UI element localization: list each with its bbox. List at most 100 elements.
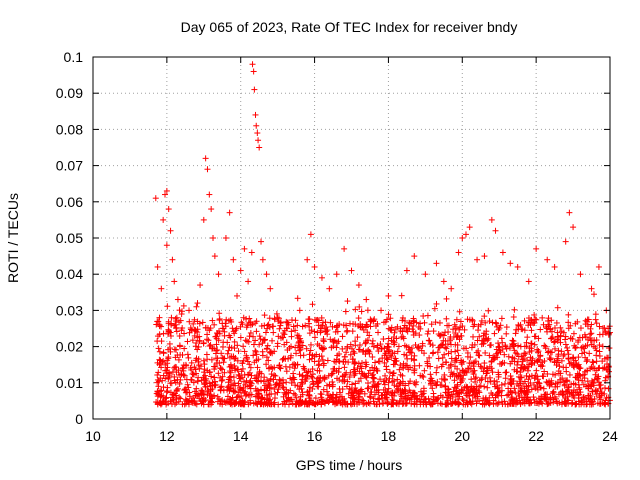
data-point bbox=[229, 325, 236, 332]
data-point bbox=[248, 249, 255, 256]
data-point bbox=[460, 397, 467, 404]
data-point bbox=[523, 343, 530, 350]
data-point bbox=[171, 373, 178, 380]
data-point bbox=[536, 380, 543, 387]
data-point bbox=[204, 367, 211, 374]
data-point bbox=[502, 342, 509, 349]
data-point bbox=[173, 388, 180, 395]
data-point bbox=[172, 354, 179, 361]
data-point bbox=[245, 278, 252, 285]
data-point bbox=[400, 400, 407, 407]
data-point bbox=[375, 358, 382, 365]
data-point bbox=[584, 316, 591, 323]
data-point bbox=[243, 391, 250, 398]
data-point bbox=[566, 371, 573, 378]
data-point bbox=[433, 260, 440, 267]
data-point bbox=[523, 372, 530, 379]
data-point bbox=[528, 345, 535, 352]
data-point bbox=[410, 315, 417, 322]
data-point bbox=[271, 395, 278, 402]
data-point bbox=[557, 324, 564, 331]
data-point bbox=[445, 350, 452, 357]
data-point bbox=[572, 374, 579, 381]
data-point bbox=[217, 374, 224, 381]
data-point bbox=[517, 343, 524, 350]
data-point bbox=[289, 376, 296, 383]
data-point bbox=[261, 399, 268, 406]
data-point bbox=[365, 380, 372, 387]
data-point bbox=[352, 306, 359, 313]
data-point bbox=[577, 325, 584, 332]
data-point bbox=[264, 342, 271, 349]
data-point bbox=[588, 321, 595, 328]
data-point bbox=[458, 386, 465, 393]
data-point bbox=[197, 282, 204, 289]
data-point bbox=[467, 365, 474, 372]
data-point bbox=[370, 378, 377, 385]
data-point bbox=[256, 390, 263, 397]
data-point bbox=[252, 320, 259, 327]
data-point bbox=[191, 388, 198, 395]
data-point bbox=[392, 326, 399, 333]
data-point bbox=[348, 345, 355, 352]
data-point bbox=[306, 392, 313, 399]
data-point bbox=[257, 400, 264, 407]
chart-title: Day 065 of 2023, Rate Of TEC Index for r… bbox=[181, 19, 518, 35]
data-point bbox=[508, 394, 515, 401]
data-point bbox=[324, 357, 331, 364]
data-point bbox=[176, 342, 183, 349]
data-point bbox=[481, 253, 488, 260]
data-point bbox=[492, 227, 499, 234]
data-point bbox=[243, 324, 250, 331]
data-point bbox=[162, 191, 169, 198]
data-point bbox=[439, 342, 446, 349]
data-point bbox=[239, 365, 246, 372]
data-point bbox=[276, 376, 283, 383]
data-point bbox=[243, 354, 250, 361]
data-point bbox=[355, 378, 362, 385]
x-axis-label: GPS time / hours bbox=[296, 457, 403, 473]
data-point bbox=[351, 368, 358, 375]
data-point bbox=[427, 371, 434, 378]
data-point bbox=[411, 318, 418, 325]
data-point bbox=[389, 349, 396, 356]
data-point bbox=[172, 392, 179, 399]
data-point bbox=[224, 350, 231, 357]
data-point bbox=[459, 235, 466, 241]
data-point bbox=[498, 392, 505, 399]
data-point bbox=[383, 376, 390, 383]
data-point bbox=[482, 374, 489, 381]
data-point bbox=[543, 378, 550, 385]
data-point bbox=[198, 387, 205, 394]
data-point bbox=[290, 390, 297, 397]
data-point bbox=[275, 333, 282, 340]
data-point bbox=[189, 337, 196, 344]
data-point bbox=[451, 384, 458, 391]
data-point bbox=[319, 345, 326, 352]
data-point bbox=[283, 379, 290, 386]
data-point bbox=[371, 391, 378, 398]
data-point bbox=[299, 323, 306, 330]
data-point bbox=[240, 343, 247, 350]
data-point bbox=[235, 380, 242, 387]
data-point bbox=[186, 307, 193, 314]
data-point bbox=[316, 353, 323, 360]
data-point bbox=[383, 355, 390, 362]
data-point bbox=[590, 343, 597, 350]
data-point bbox=[223, 316, 230, 323]
data-point bbox=[592, 316, 599, 323]
data-point bbox=[241, 398, 248, 405]
data-point bbox=[579, 343, 586, 350]
data-point bbox=[603, 394, 610, 401]
data-point bbox=[227, 400, 234, 407]
data-point bbox=[577, 365, 584, 372]
data-point bbox=[433, 364, 440, 371]
data-point bbox=[390, 401, 397, 408]
data-point bbox=[241, 245, 248, 252]
data-point bbox=[217, 365, 224, 372]
data-point bbox=[200, 357, 207, 364]
data-point bbox=[385, 385, 392, 392]
data-point bbox=[207, 383, 214, 390]
data-point bbox=[309, 301, 316, 308]
data-point bbox=[511, 306, 518, 313]
